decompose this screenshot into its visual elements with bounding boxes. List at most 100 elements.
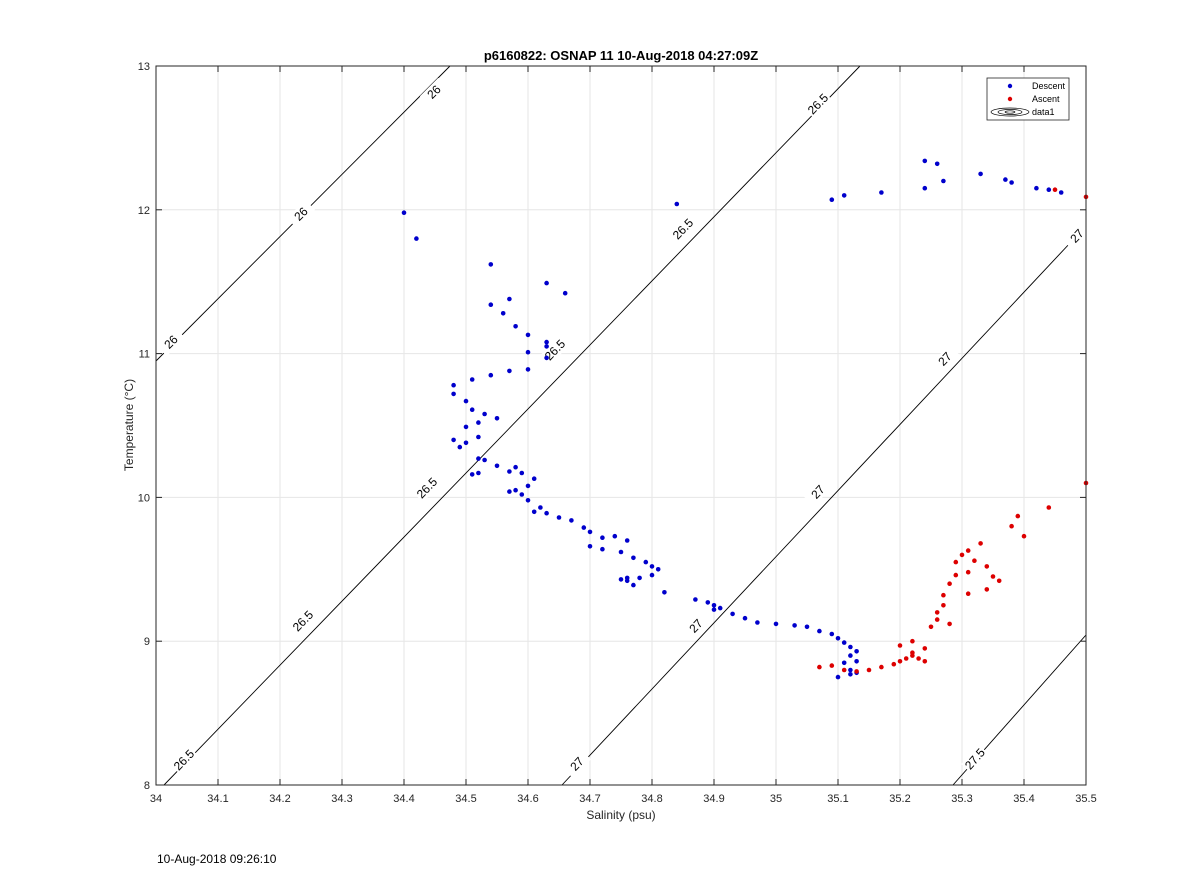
point-descent bbox=[488, 262, 494, 267]
point-descent bbox=[835, 674, 841, 680]
plot-area bbox=[156, 66, 1086, 785]
point-descent bbox=[587, 544, 593, 549]
point-descent bbox=[525, 367, 531, 372]
point-descent bbox=[544, 510, 549, 516]
contour-label-bg bbox=[1063, 221, 1091, 251]
x-tick-label: 34.2 bbox=[269, 793, 290, 805]
contour-label-bg bbox=[288, 606, 318, 636]
point-descent bbox=[854, 649, 859, 654]
point-descent bbox=[618, 549, 624, 555]
x-tick-label: 34.9 bbox=[703, 793, 724, 805]
x-tick-label: 35.3 bbox=[951, 793, 972, 805]
y-tick-label: 10 bbox=[138, 492, 150, 504]
x-axis-label: Salinity (psu) bbox=[586, 808, 655, 822]
point-descent bbox=[773, 621, 779, 627]
y-tick-label: 8 bbox=[144, 780, 150, 792]
point-ascent bbox=[903, 656, 909, 661]
point-descent bbox=[463, 440, 469, 446]
point-ascent bbox=[891, 661, 897, 667]
point-descent bbox=[934, 161, 940, 167]
point-descent bbox=[457, 444, 463, 450]
contour-label-bg bbox=[961, 744, 989, 774]
point-descent bbox=[1058, 190, 1064, 195]
point-descent bbox=[1009, 180, 1014, 185]
point-descent bbox=[879, 190, 884, 195]
point-descent bbox=[519, 470, 525, 476]
point-descent bbox=[544, 355, 549, 361]
point-descent bbox=[513, 324, 518, 329]
point-descent bbox=[476, 470, 481, 476]
point-descent bbox=[848, 653, 853, 658]
point-descent bbox=[742, 615, 748, 621]
point-ascent bbox=[978, 541, 983, 546]
point-descent bbox=[494, 463, 500, 469]
point-ascent bbox=[879, 664, 884, 670]
contour-label-bg bbox=[419, 77, 449, 107]
x-tick-label: 34.1 bbox=[207, 793, 228, 805]
point-descent bbox=[854, 659, 859, 664]
point-descent bbox=[674, 201, 680, 207]
point-ascent bbox=[916, 656, 921, 661]
legend-label-ascent: Ascent bbox=[1032, 94, 1060, 104]
point-descent bbox=[804, 624, 810, 630]
y-tick-label: 11 bbox=[139, 349, 150, 361]
point-descent bbox=[519, 492, 525, 497]
point-descent bbox=[451, 382, 456, 388]
point-ascent bbox=[947, 621, 952, 627]
point-descent bbox=[600, 535, 605, 540]
point-ascent bbox=[953, 572, 959, 578]
point-descent bbox=[612, 533, 618, 539]
point-descent bbox=[513, 464, 518, 470]
point-descent bbox=[500, 311, 506, 316]
point-descent bbox=[848, 672, 853, 677]
point-descent bbox=[544, 280, 549, 286]
point-descent bbox=[488, 372, 494, 378]
generated-timestamp: 10-Aug-2018 09:26:10 bbox=[157, 852, 277, 866]
point-descent bbox=[525, 332, 531, 338]
point-descent bbox=[507, 469, 512, 474]
contour-label-bg bbox=[931, 344, 959, 374]
point-descent bbox=[922, 185, 928, 191]
legend: Descent Ascent data1 bbox=[986, 77, 1070, 121]
point-descent bbox=[941, 178, 946, 184]
plot-frame bbox=[155, 65, 1087, 786]
point-ascent bbox=[910, 650, 915, 655]
x-tick-label: 34.8 bbox=[641, 793, 662, 805]
point-descent bbox=[469, 407, 475, 413]
point-descent bbox=[414, 236, 419, 241]
point-ascent bbox=[965, 591, 971, 596]
point-descent bbox=[531, 476, 537, 482]
point-descent bbox=[556, 515, 562, 520]
point-descent bbox=[507, 368, 512, 374]
x-tick-label: 34.7 bbox=[579, 793, 600, 805]
point-descent bbox=[922, 158, 928, 164]
point-descent bbox=[476, 434, 481, 440]
point-ascent bbox=[990, 574, 996, 579]
point-descent bbox=[848, 667, 853, 673]
point-descent bbox=[507, 296, 512, 302]
point-descent bbox=[1034, 185, 1039, 191]
x-tick-label: 34.6 bbox=[517, 793, 538, 805]
point-descent bbox=[401, 210, 407, 215]
point-ascent bbox=[1052, 187, 1058, 192]
y-tick-label: 13 bbox=[138, 61, 150, 73]
point-ascent bbox=[829, 663, 835, 668]
point-ascent bbox=[947, 581, 952, 586]
chart-title: p6160822: OSNAP 11 10-Aug-2018 04:27:09Z bbox=[484, 48, 758, 63]
point-descent bbox=[525, 349, 531, 355]
point-descent bbox=[618, 577, 624, 582]
x-tick-label: 35.1 bbox=[827, 793, 848, 805]
point-descent bbox=[711, 603, 717, 608]
point-ascent bbox=[922, 659, 928, 664]
point-descent bbox=[507, 489, 512, 494]
point-descent bbox=[711, 607, 717, 612]
contour-label-bg bbox=[286, 199, 316, 229]
point-ascent bbox=[934, 610, 940, 615]
point-descent bbox=[655, 567, 661, 572]
point-ascent bbox=[965, 569, 971, 575]
point-descent bbox=[525, 483, 531, 489]
point-descent bbox=[693, 597, 698, 602]
point-descent bbox=[649, 572, 655, 578]
point-descent bbox=[841, 660, 847, 666]
